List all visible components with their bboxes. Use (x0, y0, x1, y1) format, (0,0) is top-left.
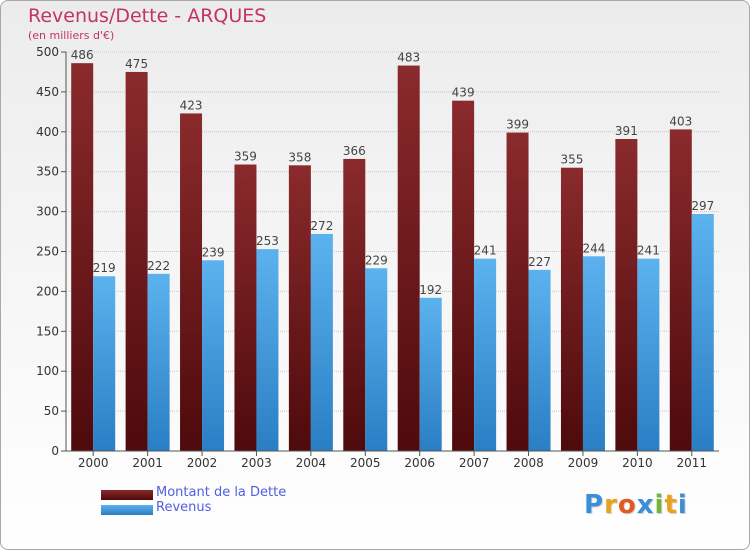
logo-letter: P (584, 490, 605, 520)
bar-revenus-value-label: 241 (474, 244, 497, 258)
bar-dette-value-label: 475 (125, 57, 148, 71)
bar-dette-value-label: 423 (180, 98, 203, 112)
bar-dette-value-label: 359 (234, 150, 257, 164)
x-tick-label: 2001 (132, 456, 163, 470)
bar-revenus (256, 249, 279, 451)
bar-dette (560, 167, 583, 451)
bar-dette (71, 63, 94, 452)
legend-swatch-revenus (101, 505, 153, 515)
chart-subtitle: (en milliers d'€) (28, 29, 115, 42)
bar-dette-value-label: 391 (615, 124, 638, 138)
bar-revenus-value-label: 253 (256, 234, 279, 248)
bar-revenus-value-label: 244 (583, 241, 606, 255)
bar-dette (452, 100, 475, 451)
bar-dette (506, 132, 529, 451)
bar-revenus (365, 268, 388, 451)
legend-swatch-dette (101, 490, 153, 500)
logo-letter: r (604, 490, 618, 520)
x-tick-label: 2000 (78, 456, 109, 470)
bar-dette-value-label: 355 (561, 153, 584, 167)
bar-revenus-value-label: 297 (691, 199, 714, 213)
bar-dette-value-label: 366 (343, 144, 366, 158)
logo-letter: i (677, 490, 688, 520)
bar-revenus-value-label: 222 (147, 259, 170, 273)
logo-letter: t (664, 490, 678, 520)
x-tick-label: 2009 (568, 456, 599, 470)
bar-revenus (93, 276, 116, 451)
bar-dette (180, 113, 203, 452)
proxiti-logo: Proxiti (584, 490, 688, 520)
logo-letter: x (636, 490, 655, 520)
bar-revenus (474, 258, 497, 451)
x-tick-label: 2005 (350, 456, 381, 470)
bar-dette (615, 138, 638, 451)
legend-label-dette: Montant de la Dette (156, 485, 287, 500)
logo-letter: o (617, 490, 637, 520)
y-tick-label: 450 (36, 85, 59, 99)
x-tick-label: 2007 (459, 456, 490, 470)
bar-revenus (147, 273, 170, 451)
x-tick-label: 2003 (241, 456, 272, 470)
bar-revenus-value-label: 241 (637, 244, 660, 258)
y-tick-label: 150 (36, 324, 59, 338)
bar-dette-value-label: 358 (288, 150, 311, 164)
y-tick-label: 500 (36, 45, 59, 59)
x-tick-label: 2008 (513, 456, 544, 470)
y-tick-label: 250 (36, 245, 59, 259)
bar-revenus (202, 260, 225, 451)
bar-revenus-value-label: 229 (365, 253, 388, 267)
x-tick-label: 2004 (296, 456, 327, 470)
x-tick-label: 2010 (622, 456, 653, 470)
y-tick-label: 400 (36, 125, 59, 139)
bar-dette (288, 165, 311, 452)
bar-revenus (637, 258, 660, 451)
bar-dette-value-label: 483 (397, 51, 420, 65)
bar-dette-value-label: 439 (452, 86, 475, 100)
bar-revenus-value-label: 192 (419, 283, 442, 297)
bar-revenus-value-label: 219 (93, 261, 116, 275)
chart-title: Revenus/Dette - ARQUES (28, 5, 267, 27)
bar-dette (125, 71, 148, 451)
bar-revenus (310, 233, 333, 451)
bar-revenus (582, 256, 605, 451)
y-tick-label: 0 (51, 444, 59, 458)
bar-dette-value-label: 486 (71, 48, 94, 62)
bar-dette (669, 129, 692, 451)
bar-dette (234, 164, 257, 451)
bar-dette-value-label: 403 (669, 114, 692, 128)
bar-revenus-value-label: 239 (202, 245, 225, 259)
x-tick-label: 2002 (187, 456, 218, 470)
bar-revenus (691, 213, 714, 451)
bar-dette-value-label: 399 (506, 118, 529, 132)
y-tick-label: 100 (36, 364, 59, 378)
bar-revenus-value-label: 272 (310, 219, 333, 233)
x-tick-label: 2006 (404, 456, 435, 470)
x-tick-label: 2011 (677, 456, 708, 470)
legend-label-revenus: Revenus (156, 500, 212, 515)
bar-revenus (528, 269, 551, 451)
bar-revenus (419, 297, 442, 451)
y-tick-label: 200 (36, 284, 59, 298)
bar-dette (343, 158, 366, 451)
y-tick-label: 300 (36, 205, 59, 219)
bar-revenus-value-label: 227 (528, 255, 551, 269)
y-tick-label: 50 (44, 404, 59, 418)
logo-letter: i (654, 490, 665, 520)
y-tick-label: 350 (36, 165, 59, 179)
bar-dette (397, 65, 420, 451)
